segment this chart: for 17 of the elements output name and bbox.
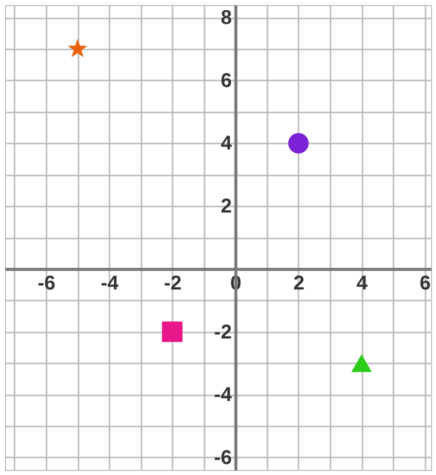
point [288, 133, 309, 154]
x-tick-label: -6 [38, 272, 56, 294]
y-tick-label: 6 [220, 70, 232, 92]
point [162, 322, 182, 342]
y-tick-label: 8 [220, 7, 232, 30]
x-tick-label: 2 [293, 272, 305, 294]
point [68, 38, 88, 58]
x-tick-label: -4 [100, 272, 120, 294]
x-tick-label: -2 [164, 272, 182, 294]
y-tick-label: -6 [214, 446, 232, 469]
y-tick-label: -4 [214, 384, 233, 406]
x-tick-label: 4 [356, 272, 369, 294]
y-tick-label: -2 [214, 321, 232, 344]
point [351, 354, 372, 372]
y-tick-label: 2 [220, 196, 232, 218]
x-tick-label: 6 [420, 272, 431, 294]
y-tick-label: 4 [220, 132, 233, 155]
